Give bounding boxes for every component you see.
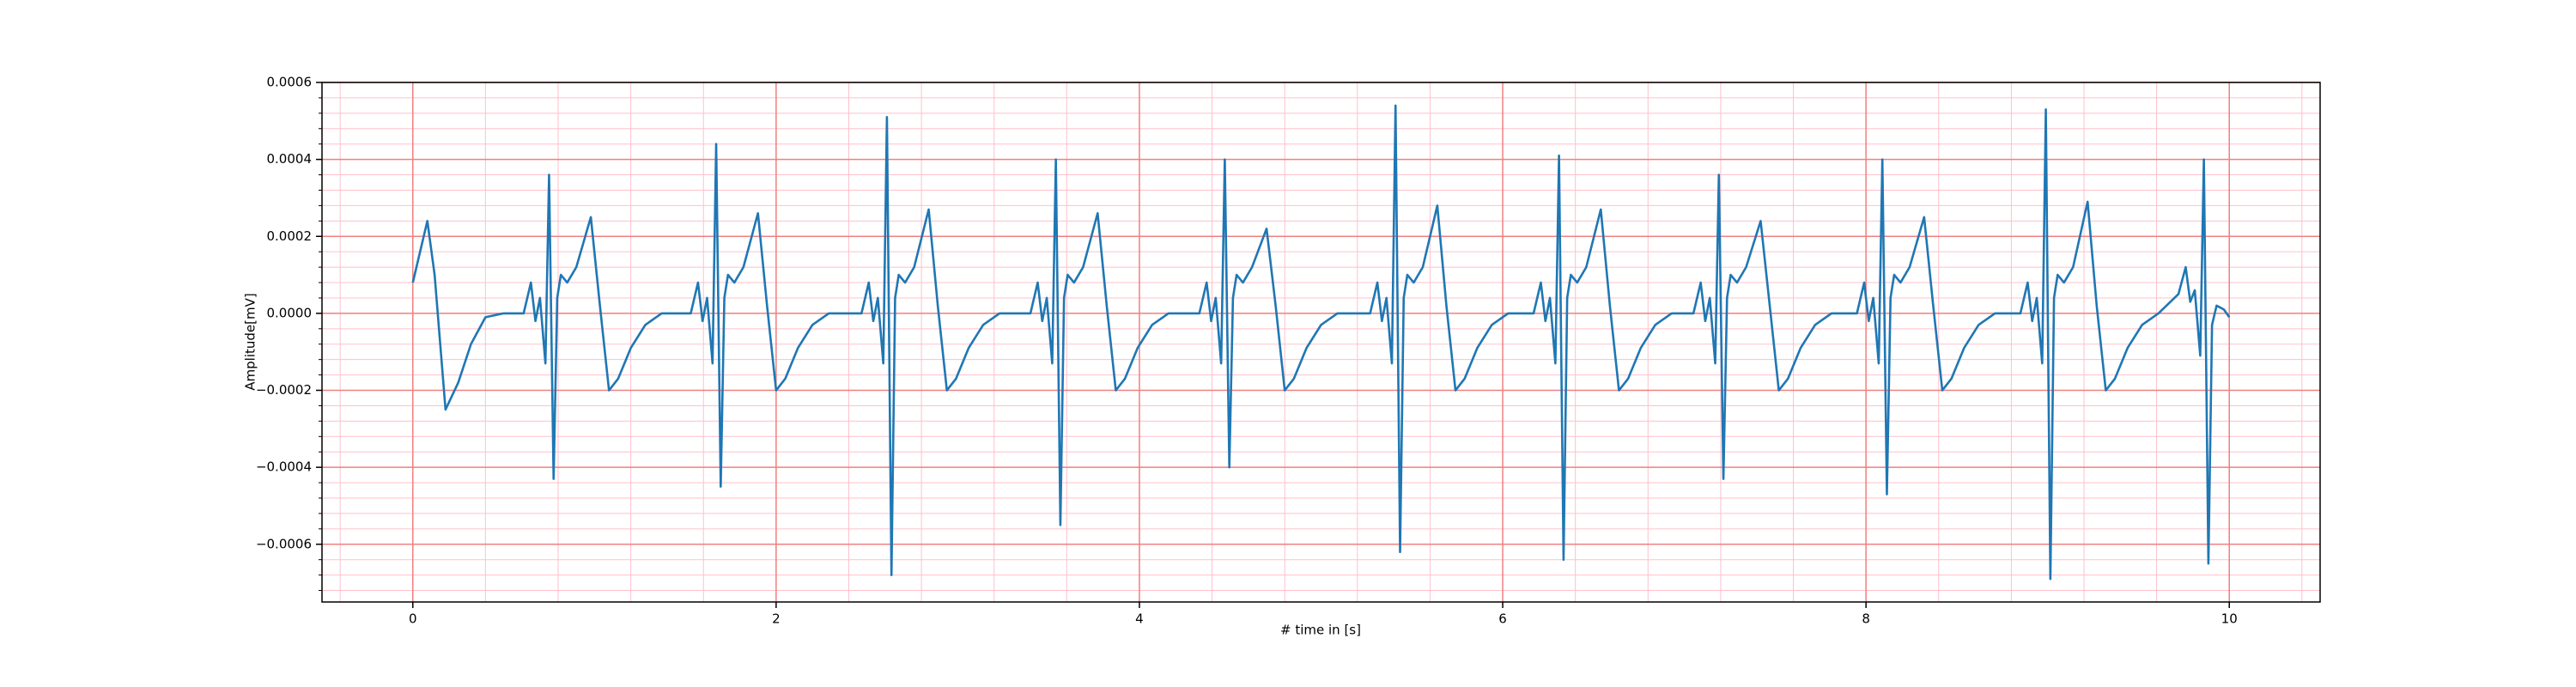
x-tick-label: 2 xyxy=(772,611,781,627)
plot-frame xyxy=(321,82,2321,603)
y-tick-label: 0.0000 xyxy=(267,305,313,320)
x-tick-label: 8 xyxy=(1862,611,1870,627)
y-axis-label: Amplitude[mV] xyxy=(243,293,258,390)
x-tick-label: 0 xyxy=(409,611,417,627)
ecg-line xyxy=(411,104,2231,581)
x-tick-label: 10 xyxy=(2221,611,2238,627)
x-axis-label: # time in [s] xyxy=(1280,623,1361,638)
y-tick-label: −0.0002 xyxy=(256,382,312,398)
y-tick-label: 0.0004 xyxy=(267,151,313,167)
y-tick-label: −0.0006 xyxy=(256,536,312,551)
x-tick-label: 6 xyxy=(1498,611,1507,627)
y-tick-label: −0.0004 xyxy=(256,459,312,475)
y-tick-label: 0.0006 xyxy=(267,75,313,90)
x-tick-label: 4 xyxy=(1135,611,1144,627)
y-tick-label: 0.0002 xyxy=(267,228,313,244)
